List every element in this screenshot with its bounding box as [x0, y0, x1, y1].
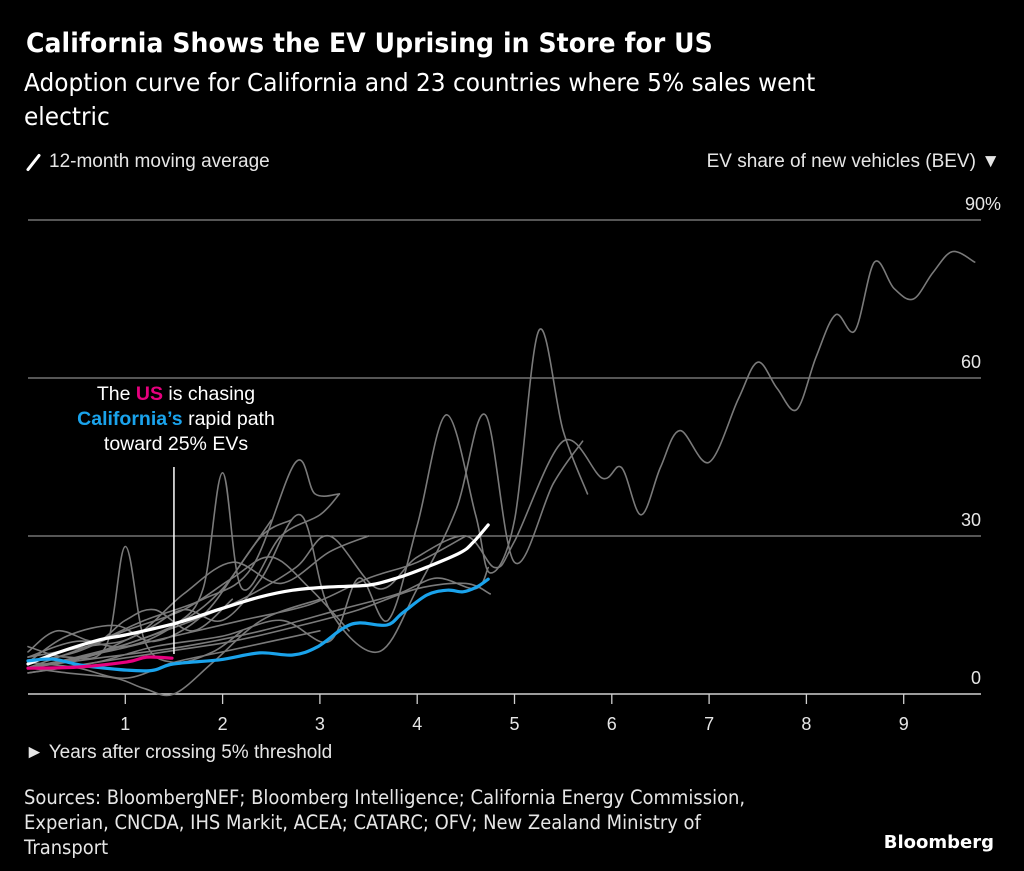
legend-moving-average-label: 12-month moving average	[49, 151, 270, 172]
highlight-lines	[26, 523, 490, 673]
chart-subtitle: Adoption curve for California and 23 cou…	[24, 68, 816, 131]
annotation-us: US	[135, 383, 163, 405]
sources-note: Sources: BloombergNEF; Bloomberg Intelli…	[24, 786, 746, 859]
y-tick-label: 30	[961, 510, 981, 530]
x-tick-label: 9	[899, 714, 909, 734]
x-tick-label: 8	[801, 714, 811, 734]
california-line	[26, 577, 490, 673]
x-tick-label: 7	[704, 714, 714, 734]
country-line-country-m	[27, 598, 321, 697]
country-line-country-c	[27, 459, 341, 669]
x-tick-label: 3	[315, 714, 325, 734]
y-tick-label: 90%	[965, 194, 1001, 214]
y-axis-labels: 0 30 60 90%	[961, 194, 1001, 688]
x-axis-title: ► Years after crossing 5% threshold	[25, 742, 333, 763]
x-tick-label: 6	[607, 714, 617, 734]
legend-moving-average: 12-month moving average	[25, 151, 270, 173]
country-line-country-g	[27, 413, 584, 669]
average-line	[26, 523, 490, 666]
country-line-country-h	[27, 328, 589, 674]
x-tick-label: 4	[412, 714, 422, 734]
annotation-line-1: The US is chasing	[96, 383, 256, 405]
gridlines	[28, 219, 981, 537]
country-line-country-d	[27, 556, 350, 664]
country-line-country-j	[27, 582, 491, 674]
annotation-california: California’s	[77, 408, 183, 430]
country-line-country-l	[27, 598, 234, 653]
country-line-norway	[27, 250, 976, 669]
y-tick-label: 0	[971, 668, 981, 688]
x-axis: 1 2 3 4 5 6 7 8 9	[28, 693, 981, 734]
x-tick-label: 1	[120, 714, 130, 734]
annotation: The US is chasing California’s rapid pat…	[60, 382, 292, 457]
x-tick-label: 2	[218, 714, 228, 734]
country-line-country-o	[27, 566, 489, 669]
y-axis-title: EV share of new vehicles (BEV) ▼	[706, 151, 1000, 172]
bloomberg-logo: Bloomberg	[883, 832, 994, 853]
annotation-line-2: California’s rapid path	[77, 408, 275, 430]
x-tick-label: 5	[509, 714, 519, 734]
country-line-country-n	[27, 535, 370, 658]
country-lines	[27, 250, 976, 697]
y-tick-label: 60	[961, 352, 981, 372]
us-line	[26, 655, 174, 670]
chart-title: California Shows the EV Uprising in Stor…	[26, 28, 713, 59]
annotation-line-3: toward 25% EVs	[103, 433, 249, 455]
